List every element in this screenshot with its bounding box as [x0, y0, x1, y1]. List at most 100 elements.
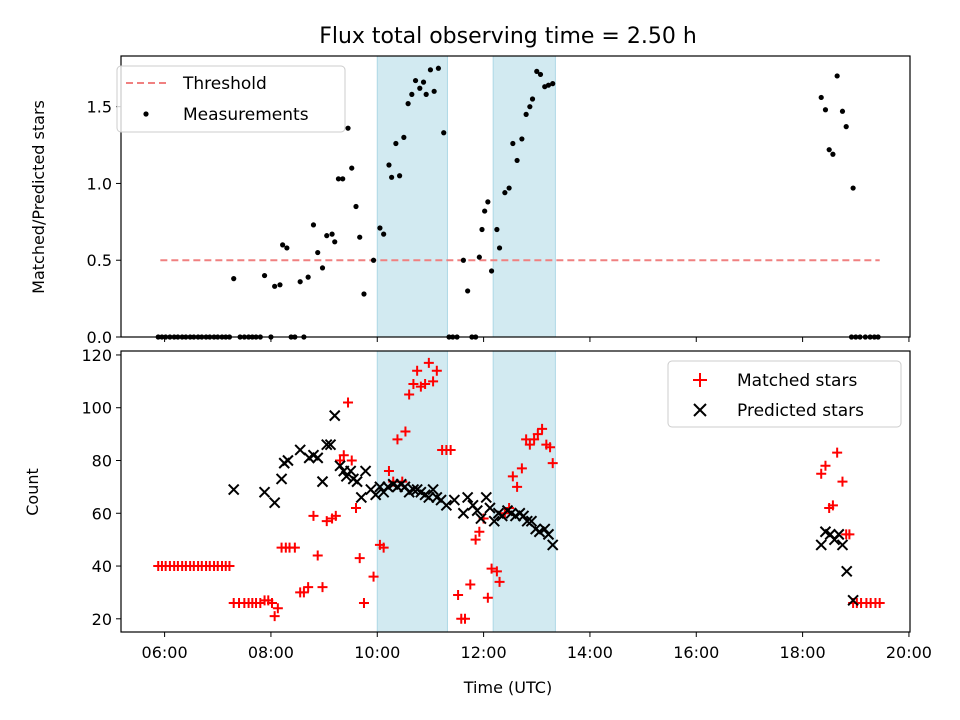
measurement-point — [420, 79, 427, 85]
measurement-point — [519, 136, 525, 142]
matched-star-point — [321, 516, 332, 527]
measurement-point — [435, 65, 442, 71]
measurement-point — [537, 71, 544, 78]
matched-star-point — [482, 592, 493, 603]
predicted-star-point — [480, 491, 492, 504]
measurement-point — [839, 108, 846, 114]
matched-star-point — [368, 571, 379, 582]
bottom-xtick-label: 20:00 — [886, 643, 932, 662]
predicted-star-point — [836, 539, 849, 551]
measurement-point — [340, 176, 346, 182]
matched-star-point — [378, 542, 389, 553]
predicted-star-point — [268, 497, 281, 509]
predicted-star-point — [427, 483, 439, 496]
measurement-point — [514, 157, 520, 164]
measurement-point — [409, 91, 415, 97]
predicted-star-point — [275, 473, 288, 485]
matched-star-point — [269, 611, 280, 622]
measurement-point — [329, 231, 335, 237]
predicted-star-point — [833, 528, 845, 541]
bottom-ytick-label: 60 — [92, 504, 112, 523]
measurement-point — [396, 173, 403, 179]
predicted-star-point — [329, 409, 341, 422]
matched-star-point — [404, 389, 415, 400]
measurement-point — [550, 81, 556, 87]
matched-star-point — [465, 579, 476, 590]
predicted-star-point — [359, 465, 372, 477]
measurement-point — [357, 234, 363, 240]
predicted-star-point — [471, 504, 483, 517]
bottom-xtick-label: 08:00 — [248, 643, 294, 662]
bottom-ylabel: Count — [23, 468, 42, 516]
measurement-point — [310, 222, 317, 228]
matched-star-point — [289, 542, 300, 553]
measurement-point — [523, 111, 529, 117]
bottom-ytick-label: 40 — [92, 557, 112, 576]
predicted-star-point — [525, 515, 538, 527]
matched-star-point — [453, 590, 464, 601]
measurement-point — [305, 274, 311, 280]
top-legend: Threshold Measurements — [116, 65, 346, 133]
measurement-point — [417, 85, 423, 91]
matched-star-point — [420, 378, 431, 389]
matched-star-point — [545, 442, 556, 453]
measurement-point — [834, 73, 840, 79]
measurement-point — [465, 288, 471, 294]
matched-star-point — [470, 534, 481, 545]
measurement-point — [476, 254, 482, 260]
matched-star-point — [820, 460, 831, 471]
legend-predicted-label: Predicted stars — [737, 401, 864, 421]
predicted-star-point — [488, 515, 500, 527]
matched-star-point — [317, 582, 328, 593]
matched-star-point — [816, 468, 827, 479]
matched-star-point — [827, 500, 838, 511]
measurement-point — [370, 257, 377, 263]
predicted-star-point — [324, 438, 337, 451]
matched-star-point — [874, 597, 885, 608]
measurement-point — [826, 147, 832, 153]
measurement-point — [284, 245, 290, 251]
matched-star-point — [474, 526, 485, 537]
top-ytick-label: 0.5 — [87, 251, 112, 270]
measurement-point — [460, 257, 466, 263]
matched-star-point — [383, 466, 394, 477]
bottom-xtick-label: 16:00 — [673, 643, 719, 662]
matched-star-point — [512, 481, 523, 492]
measurement-point — [324, 233, 330, 239]
measurement-point — [332, 239, 338, 245]
matched-star-point — [338, 450, 349, 461]
bottom-xtick-label: 10:00 — [354, 643, 400, 662]
measurement-point — [261, 272, 268, 279]
matched-star-point — [837, 476, 848, 487]
predicted-star-point — [841, 565, 853, 578]
predicted-star-point — [448, 494, 461, 506]
measurement-point — [494, 226, 500, 233]
measurement-point — [510, 140, 516, 147]
matched-star-point — [507, 471, 518, 482]
predicted-star-point — [847, 594, 859, 607]
predicted-star-point — [258, 486, 271, 498]
top-ytick-label: 1.5 — [87, 98, 112, 117]
measurement-point — [401, 134, 407, 140]
measurement-point — [319, 265, 326, 271]
predicted-star-point — [351, 475, 363, 488]
top-shaded-interval-0 — [376, 55, 448, 338]
matched-star-point — [298, 587, 309, 598]
matched-star-point — [330, 510, 341, 521]
bottom-xtick-label: 12:00 — [461, 643, 507, 662]
predicted-star-point — [407, 483, 420, 496]
measurement-point — [335, 176, 342, 182]
measurement-point — [389, 174, 395, 180]
matched-star-point — [354, 553, 365, 564]
matched-star-point — [272, 603, 283, 614]
matched-star-point — [335, 455, 346, 466]
top-shaded-interval-1 — [492, 55, 556, 338]
measurement-point — [231, 276, 237, 282]
measurement-point — [822, 107, 829, 113]
bottom-legend: Matched stars Predicted stars — [667, 360, 902, 428]
bottom-ytick-label: 80 — [92, 451, 112, 470]
bottom-ytick-label: 100 — [81, 399, 112, 418]
bottom-axes-frame — [120, 350, 911, 633]
matched-star-point — [547, 458, 558, 469]
measurement-point — [297, 279, 303, 285]
